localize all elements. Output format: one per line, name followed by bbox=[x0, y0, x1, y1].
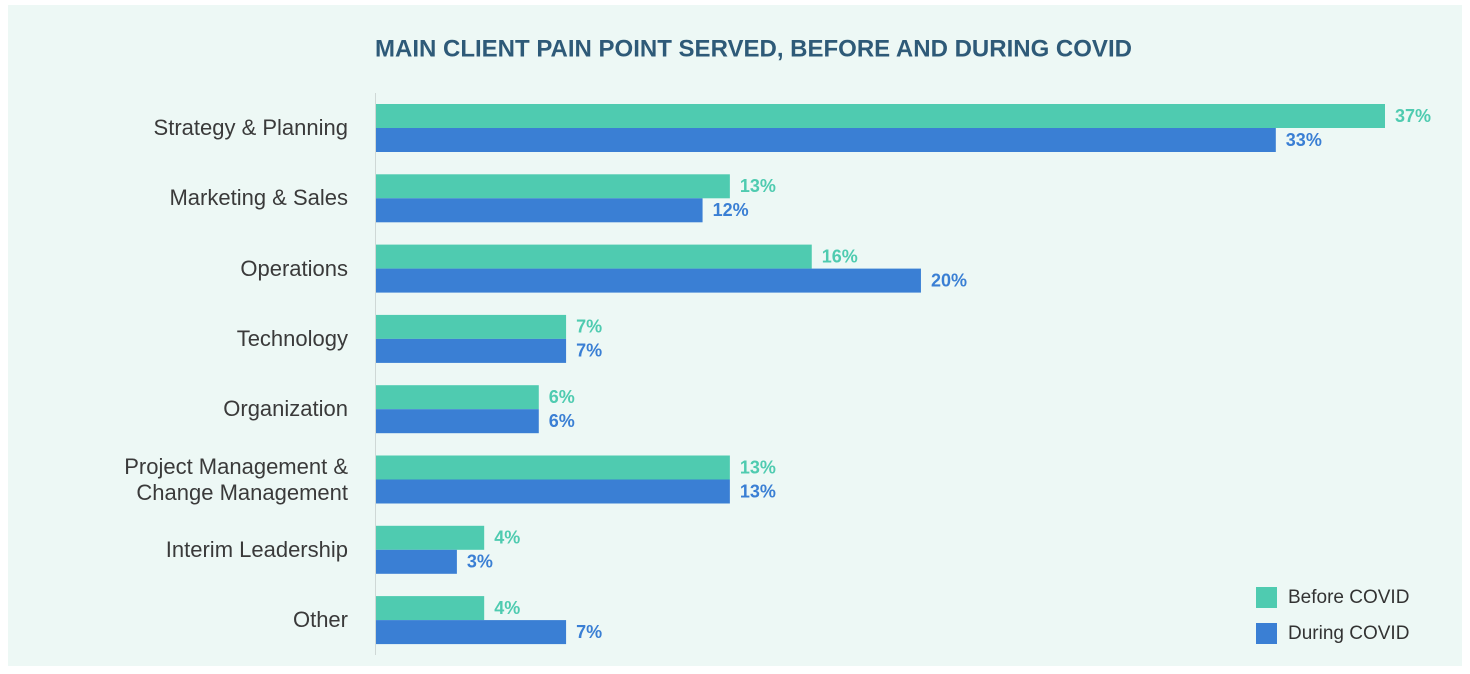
value-label: 12% bbox=[713, 200, 749, 220]
value-label: 4% bbox=[494, 598, 520, 618]
bar bbox=[376, 338, 567, 363]
category-label: Operations bbox=[240, 255, 348, 281]
bar bbox=[376, 268, 921, 293]
bar bbox=[376, 385, 539, 410]
category-label: Organization bbox=[223, 396, 348, 422]
value-label: 3% bbox=[467, 552, 493, 572]
bar bbox=[376, 596, 485, 621]
bar bbox=[376, 198, 703, 223]
bar bbox=[376, 549, 457, 574]
legend-label: During COVID bbox=[1288, 623, 1409, 644]
value-label: 16% bbox=[822, 246, 858, 266]
value-label: 13% bbox=[740, 457, 776, 477]
bar bbox=[376, 525, 485, 550]
value-label: 7% bbox=[576, 622, 602, 642]
bar bbox=[376, 479, 730, 504]
value-label: 7% bbox=[576, 317, 602, 337]
legend-swatch bbox=[1256, 623, 1277, 644]
value-label: 20% bbox=[931, 270, 967, 290]
category-label: Other bbox=[292, 607, 348, 633]
value-label: 7% bbox=[576, 341, 602, 361]
bar bbox=[376, 244, 812, 269]
chart-title: MAIN CLIENT PAIN POINT SERVED, BEFORE AN… bbox=[375, 35, 1132, 62]
value-label: 33% bbox=[1286, 130, 1322, 150]
category-label: Strategy & Planning bbox=[153, 115, 348, 140]
value-label: 6% bbox=[549, 411, 575, 431]
category-label: Project Management & Change Management bbox=[124, 453, 348, 505]
category-label: Marketing & Sales bbox=[169, 185, 348, 211]
bar bbox=[376, 455, 730, 480]
bar bbox=[376, 409, 539, 434]
value-label: 13% bbox=[740, 481, 776, 501]
category-label: Technology bbox=[236, 325, 348, 351]
bar bbox=[376, 174, 730, 199]
bar bbox=[376, 104, 1385, 128]
legend-label: Before COVID bbox=[1288, 587, 1409, 608]
legend-swatch bbox=[1256, 587, 1277, 608]
category-label: Interim Leadership bbox=[165, 536, 348, 562]
value-label: 37% bbox=[1395, 106, 1431, 126]
value-label: 4% bbox=[494, 528, 520, 548]
bar bbox=[376, 128, 1276, 152]
value-label: 6% bbox=[549, 387, 575, 407]
bar bbox=[376, 620, 567, 645]
value-label: 13% bbox=[740, 176, 776, 196]
bar bbox=[376, 314, 567, 339]
